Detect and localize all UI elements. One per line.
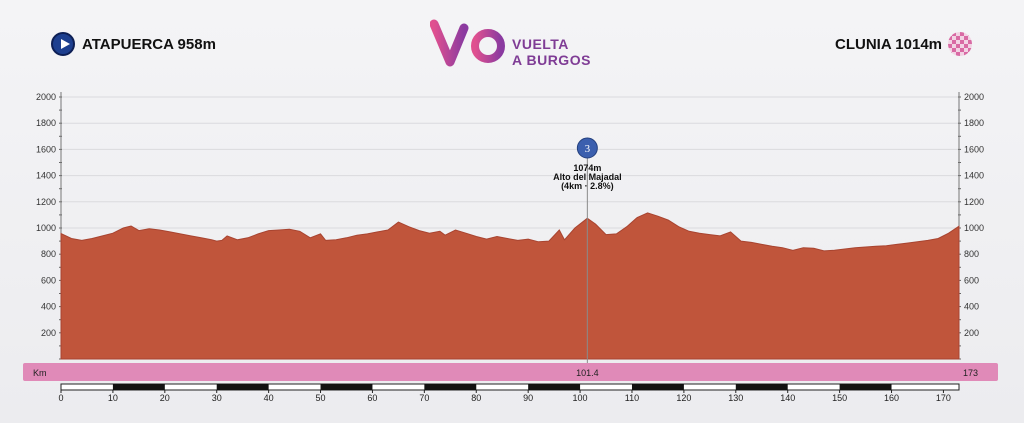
elevation-profile-area (60, 212, 960, 360)
x-tick-label: 80 (471, 393, 481, 403)
vb-logo-icon (430, 14, 505, 67)
y-tick-label-left: 200 (41, 328, 56, 338)
y-tick-label-left: 600 (41, 275, 56, 285)
climb-km-label: 101.4 (576, 368, 599, 378)
scale-bar-segment (424, 384, 477, 390)
logo-line-1: VUELTA (512, 36, 569, 52)
scale-bar-frame (60, 383, 960, 391)
x-tick-label: 140 (780, 393, 795, 403)
x-tick-label: 40 (264, 393, 274, 403)
x-tick-label: 170 (936, 393, 951, 403)
y-tick-label-left: 1000 (36, 223, 56, 233)
y-tick-label-left: 800 (41, 249, 56, 259)
climb-category-number: 3 (585, 143, 591, 155)
y-tick-label-left: 1800 (36, 118, 56, 128)
scale-bar-segment (528, 384, 581, 390)
y-tick-label-left: 2000 (36, 92, 56, 102)
scale-bar-segment (320, 384, 373, 390)
x-tick-label: 120 (676, 393, 691, 403)
y-tick-label-left: 400 (41, 302, 56, 312)
x-tick-label: 0 (58, 393, 63, 403)
x-tick-label: 160 (884, 393, 899, 403)
finish-location-title: CLUNIA 1014m (835, 36, 942, 53)
total-km-label: 173 (963, 368, 978, 378)
x-tick-label: 20 (160, 393, 170, 403)
x-tick-label: 100 (573, 393, 588, 403)
x-tick-label: 60 (367, 393, 377, 403)
logo-line-2: A BURGOS (512, 52, 591, 68)
scale-bar-segment (216, 384, 269, 390)
y-tick-label-right: 1600 (964, 144, 984, 154)
logo-wordmark: VUELTA A BURGOS (512, 36, 591, 68)
km-label: Km (33, 368, 47, 378)
x-tick-label: 10 (108, 393, 118, 403)
y-tick-label-right: 600 (964, 275, 979, 285)
climb-detail-label: (4km · 2.8%) (561, 181, 614, 191)
start-location-title: ATAPUERCA 958m (82, 36, 216, 53)
climb-altitude-label: 1074m (573, 163, 601, 173)
x-tick-label: 130 (728, 393, 743, 403)
scale-bar-segment (631, 384, 684, 390)
x-tick-label: 70 (419, 393, 429, 403)
x-tick-label: 30 (212, 393, 222, 403)
y-tick-label-right: 800 (964, 249, 979, 259)
scale-bar-segment (112, 384, 165, 390)
start-play-icon (51, 32, 75, 56)
y-tick-label-left: 1600 (36, 144, 56, 154)
distance-band (23, 363, 998, 381)
y-tick-label-right: 1800 (964, 118, 984, 128)
y-tick-label-right: 1200 (964, 197, 984, 207)
climb-name-label: Alto del Majadal (553, 172, 622, 182)
climb-category-badge (576, 137, 598, 159)
x-tick-label: 110 (625, 393, 639, 403)
scale-bar-segment (839, 384, 892, 390)
x-tick-label: 150 (832, 393, 847, 403)
finish-checkered-flag-icon (948, 32, 972, 56)
x-tick-label: 50 (316, 393, 326, 403)
y-tick-label-right: 2000 (964, 92, 984, 102)
y-tick-label-right: 1000 (964, 223, 984, 233)
scale-bar-segment (735, 384, 788, 390)
y-tick-label-right: 400 (964, 302, 979, 312)
x-tick-label: 90 (523, 393, 533, 403)
y-tick-label-right: 200 (964, 328, 979, 338)
y-tick-label-right: 1400 (964, 171, 984, 181)
y-tick-label-left: 1200 (36, 197, 56, 207)
y-tick-label-left: 1400 (36, 171, 56, 181)
